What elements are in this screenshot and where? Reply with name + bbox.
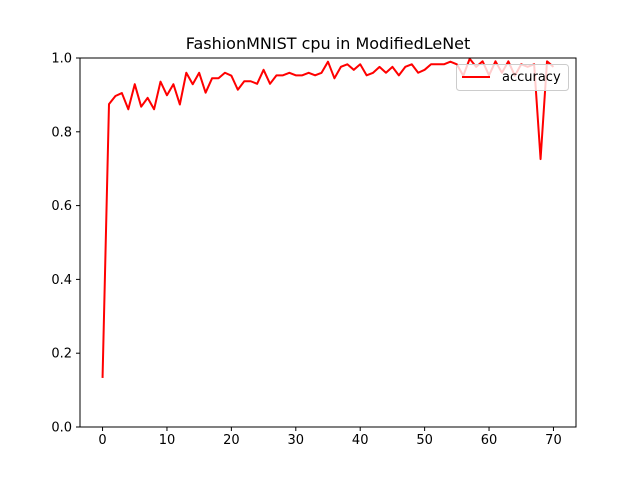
x-tick-label: 40	[352, 433, 369, 448]
y-tick-label: 0.8	[51, 125, 72, 140]
chart-title: FashionMNIST cpu in ModifiedLeNet	[186, 34, 471, 53]
x-tick-label: 60	[481, 433, 498, 448]
y-tick-label: 0.6	[51, 199, 72, 214]
y-tick-label: 0.2	[51, 347, 72, 362]
x-tick-label: 20	[223, 433, 240, 448]
y-tick-label: 1.0	[51, 52, 72, 67]
y-tick-label: 0.0	[51, 421, 72, 436]
x-tick-label: 30	[288, 433, 305, 448]
legend: accuracy	[457, 65, 569, 91]
x-axis: 0 10 20 30 40 50 60 70	[98, 427, 561, 448]
y-axis: 0.0 0.2 0.4 0.6 0.8 1.0	[51, 52, 80, 436]
x-tick-label: 0	[98, 433, 106, 448]
x-tick-label: 10	[159, 433, 176, 448]
y-tick-label: 0.4	[51, 273, 72, 288]
x-tick-label: 50	[416, 433, 433, 448]
x-tick-label: 70	[545, 433, 562, 448]
legend-label-accuracy: accuracy	[502, 70, 561, 85]
plot-area	[80, 58, 576, 427]
